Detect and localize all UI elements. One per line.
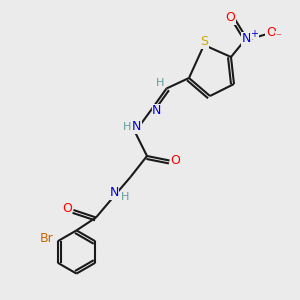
Text: Br: Br [40, 232, 53, 245]
Text: H: H [156, 78, 164, 88]
Text: ⁻: ⁻ [275, 32, 281, 42]
Text: O: O [62, 202, 72, 215]
Text: N: N [152, 104, 162, 118]
Text: O: O [171, 154, 180, 167]
Text: H: H [121, 192, 129, 203]
Text: N: N [109, 186, 119, 199]
Text: H: H [122, 122, 131, 133]
Text: +: + [250, 29, 258, 39]
Text: N: N [132, 120, 142, 133]
Text: O: O [225, 11, 235, 24]
Text: O: O [266, 26, 276, 40]
Text: N: N [242, 32, 251, 46]
Text: S: S [200, 35, 208, 48]
